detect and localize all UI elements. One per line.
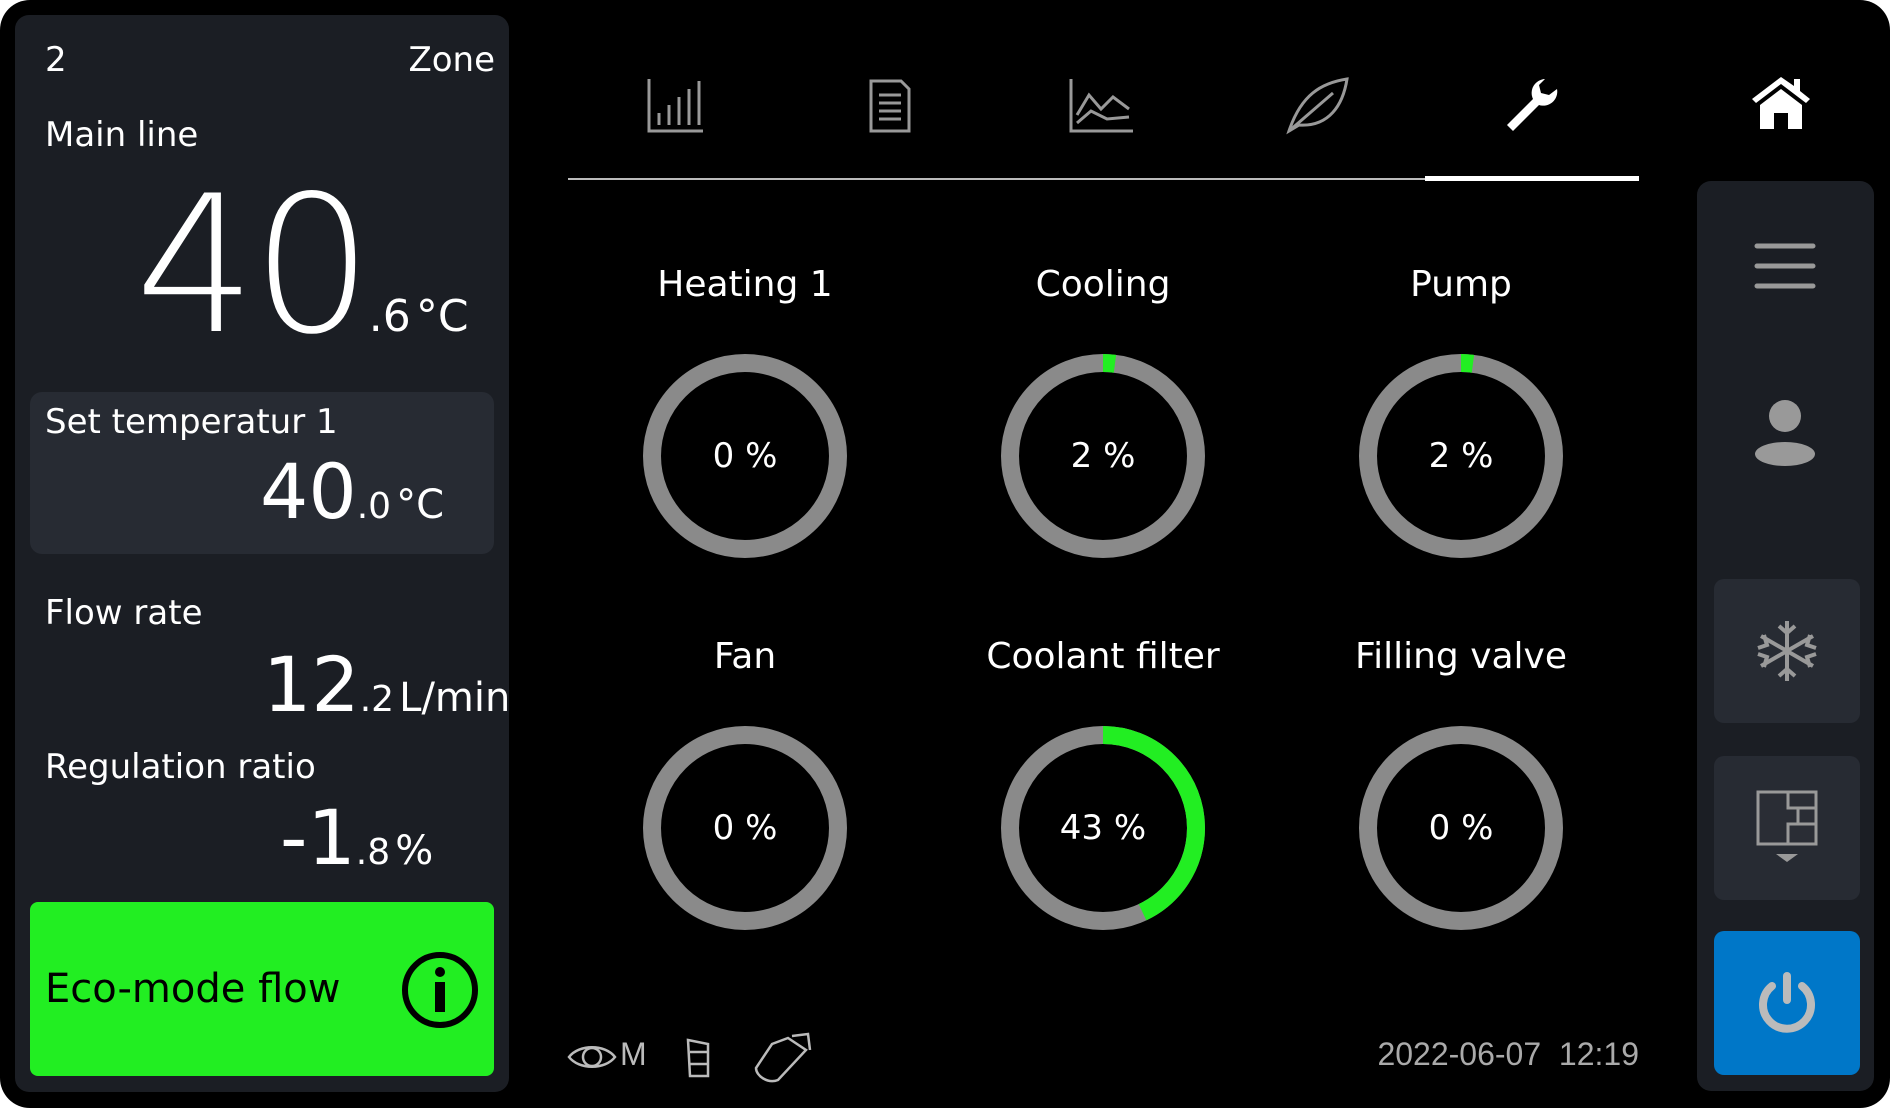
- gauge-fill: [1001, 354, 1205, 558]
- eco-mode-flow-button[interactable]: Eco-mode flow: [30, 902, 494, 1076]
- home-button[interactable]: [1700, 30, 1860, 177]
- gauge-ring: [643, 354, 847, 558]
- gauge-ring: [1359, 354, 1563, 558]
- gauge-value: 0 %: [712, 436, 778, 476]
- menu-icon[interactable]: [1754, 241, 1816, 291]
- gauge-fill: [1359, 354, 1563, 558]
- snowflake-icon: [1757, 621, 1817, 681]
- sd-card-icon: [686, 1038, 710, 1078]
- bar-chart-icon: [647, 79, 703, 133]
- tab-divider: [568, 178, 1639, 180]
- zone-number: 2: [45, 40, 67, 80]
- flow-rate-value: 12.2 L/min: [263, 640, 511, 729]
- home-icon: [1752, 77, 1810, 129]
- gauge-label: Coolant filter: [986, 636, 1220, 677]
- gauge-ring: [1359, 726, 1563, 930]
- gauge-ring: [1001, 354, 1205, 558]
- floorplan-icon: [1756, 790, 1818, 862]
- flow-rate-label: Flow rate: [45, 593, 203, 633]
- tab-statistics[interactable]: [635, 70, 715, 140]
- gauge-label: Fan: [713, 636, 777, 677]
- user-icon[interactable]: [1754, 396, 1816, 466]
- datetime: 2022-06-07 12:19: [1377, 1036, 1639, 1072]
- gauge-label: Cooling: [1035, 264, 1171, 305]
- tab-eco[interactable]: [1276, 70, 1356, 140]
- tab-service[interactable]: [1491, 70, 1571, 140]
- set-temp-label: Set temperatur 1: [45, 402, 338, 442]
- gauge-track: [1359, 726, 1563, 930]
- gauge-ring: [1001, 726, 1205, 930]
- gauge-value: 2 %: [1070, 436, 1136, 476]
- right-rail: [1697, 181, 1874, 1091]
- gauge-label: Heating 1: [657, 264, 833, 305]
- eco-mode-label: Eco-mode flow: [45, 966, 341, 1012]
- main-line-label: Main line: [45, 115, 199, 155]
- eye-icon: [567, 1046, 617, 1068]
- gauge-track: [643, 354, 847, 558]
- gauge-label: Filling valve: [1354, 636, 1568, 677]
- tab-trend[interactable]: [1062, 70, 1142, 140]
- wrench-icon: [1507, 79, 1558, 131]
- set-temperature-card[interactable]: Set temperatur 1 40.0 °C: [30, 392, 494, 554]
- status-letter: M: [620, 1036, 647, 1072]
- left-panel: 2 Zone Main line 40.6 °C Set temperatur …: [15, 15, 511, 1092]
- main-line-value: 40.6 °C: [135, 155, 469, 376]
- active-tab-indicator: [1425, 176, 1639, 181]
- leaf-icon: [1286, 77, 1349, 135]
- gauge-ring: [643, 726, 847, 930]
- gauge-value: 0 %: [712, 808, 778, 848]
- usb-icon: [754, 1032, 812, 1083]
- gauge-track: [643, 726, 847, 930]
- regulation-ratio-value: -1.8 %: [280, 793, 434, 882]
- set-temp-value: 40.0 °C: [260, 447, 445, 536]
- line-chart-icon: [1069, 79, 1133, 133]
- gauge-label: Pump: [1410, 264, 1512, 305]
- zone-label: Zone: [408, 40, 495, 80]
- floorplan-button[interactable]: [1714, 756, 1860, 900]
- document-icon: [869, 79, 911, 133]
- cooling-mode-button[interactable]: [1714, 579, 1860, 723]
- power-button[interactable]: [1714, 931, 1860, 1075]
- regulation-ratio-label: Regulation ratio: [45, 747, 316, 787]
- gauge-fill: [1001, 726, 1205, 930]
- power-icon: [1759, 972, 1815, 1033]
- tab-log[interactable]: [850, 70, 930, 140]
- gauge-value: 0 %: [1428, 808, 1494, 848]
- gauge-value: 43 %: [1059, 808, 1147, 848]
- info-icon[interactable]: [400, 950, 480, 1030]
- gauge-value: 2 %: [1428, 436, 1494, 476]
